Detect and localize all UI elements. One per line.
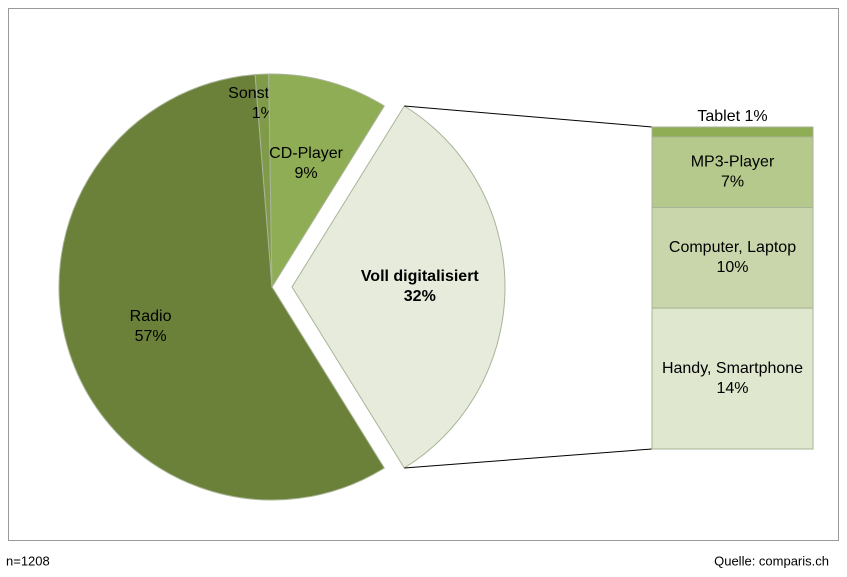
connector-line	[404, 448, 653, 469]
segment-value: 10%	[716, 259, 748, 276]
segment-label: Tablet 1%	[697, 108, 767, 125]
slice-label: Voll digitalisiert	[361, 268, 480, 285]
bar-segment	[651, 126, 814, 138]
slice-label: CD-Player	[269, 145, 343, 162]
pie-slice	[58, 74, 385, 501]
slice-label: Radio	[130, 308, 172, 325]
bar-segment	[651, 207, 814, 309]
bar-segment	[651, 307, 814, 450]
segment-name: MP3-Player	[691, 154, 775, 171]
slice-value-label: 57%	[135, 328, 167, 345]
segment-name: Computer, Laptop	[669, 239, 796, 256]
slice-value-label: 32%	[404, 288, 436, 305]
slice-value-label: 9%	[294, 165, 317, 182]
segment-value: 7%	[721, 174, 744, 191]
sample-size: n=1208	[6, 553, 50, 568]
segment-value: 14%	[716, 380, 748, 397]
segment-name: Tablet	[697, 108, 740, 125]
pie-slice	[268, 73, 385, 289]
segment-name: Handy, Smartphone	[662, 360, 803, 377]
segment-value: 1%	[745, 108, 768, 125]
bar-segment	[651, 136, 814, 208]
connector-line	[404, 105, 653, 128]
source: Quelle: comparis.ch	[714, 553, 829, 568]
pie-slice	[291, 105, 506, 469]
